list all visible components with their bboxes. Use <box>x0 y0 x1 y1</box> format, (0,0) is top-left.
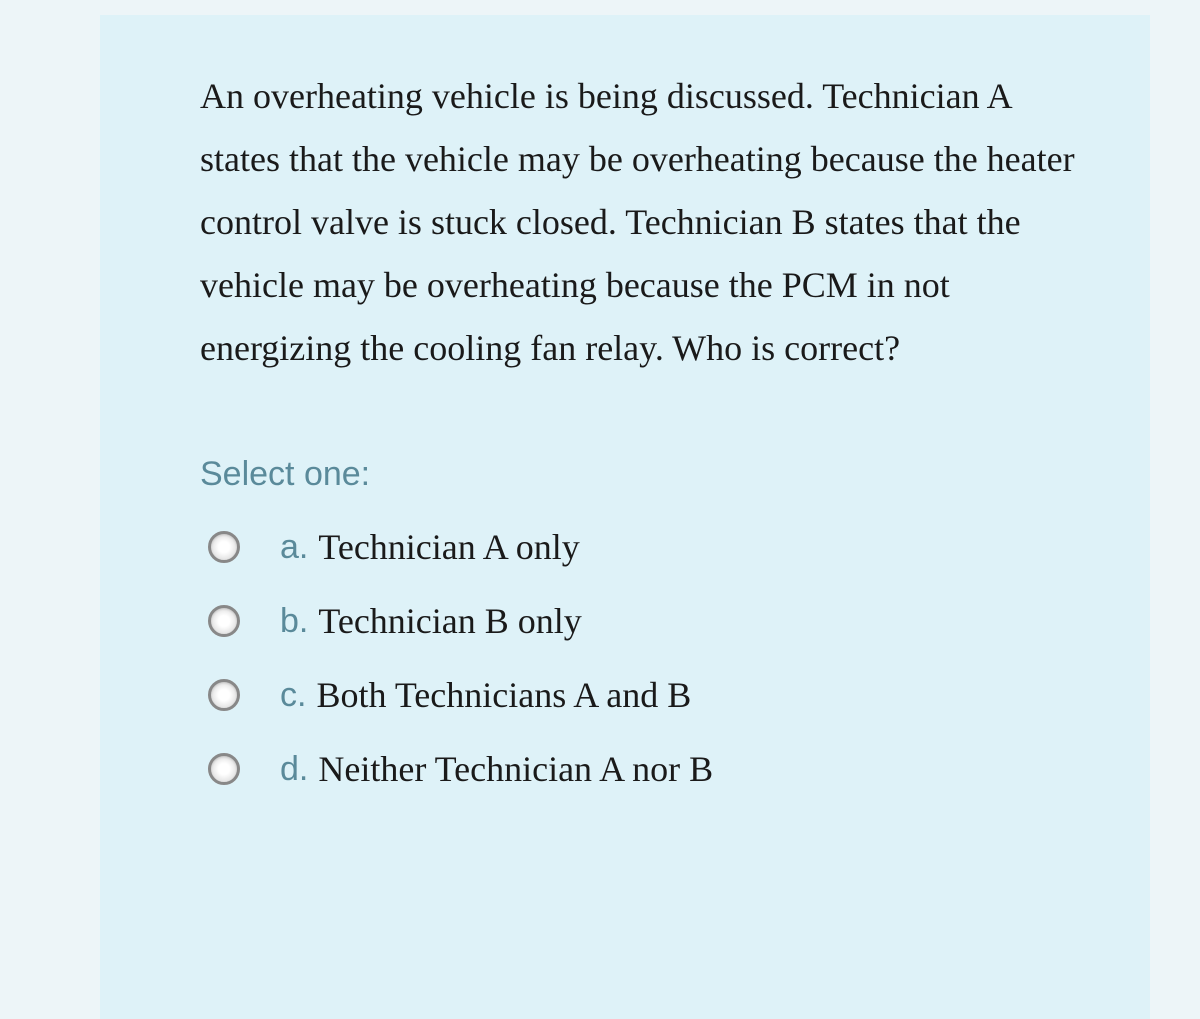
outer-container: An overheating vehicle is being discusse… <box>0 0 1200 1019</box>
option-letter: c. <box>280 676 306 715</box>
option-letter: b. <box>280 602 308 641</box>
question-card: An overheating vehicle is being discusse… <box>100 15 1150 1019</box>
select-one-label: Select one: <box>200 455 1090 494</box>
option-text: Technician B only <box>318 600 581 642</box>
option-text: Technician A only <box>318 526 579 568</box>
option-item-d: d. Neither Technician A nor B <box>200 748 1090 790</box>
option-text: Both Technicians A and B <box>316 674 691 716</box>
option-item-a: a. Technician A only <box>200 526 1090 568</box>
question-text: An overheating vehicle is being discusse… <box>200 65 1090 380</box>
radio-button-d[interactable] <box>208 753 240 785</box>
option-item-b: b. Technician B only <box>200 600 1090 642</box>
radio-button-c[interactable] <box>208 679 240 711</box>
option-letter: a. <box>280 528 308 567</box>
radio-button-a[interactable] <box>208 531 240 563</box>
option-text: Neither Technician A nor B <box>318 748 713 790</box>
option-letter: d. <box>280 750 308 789</box>
radio-button-b[interactable] <box>208 605 240 637</box>
options-list: a. Technician A only b. Technician B onl… <box>200 526 1090 790</box>
option-item-c: c. Both Technicians A and B <box>200 674 1090 716</box>
